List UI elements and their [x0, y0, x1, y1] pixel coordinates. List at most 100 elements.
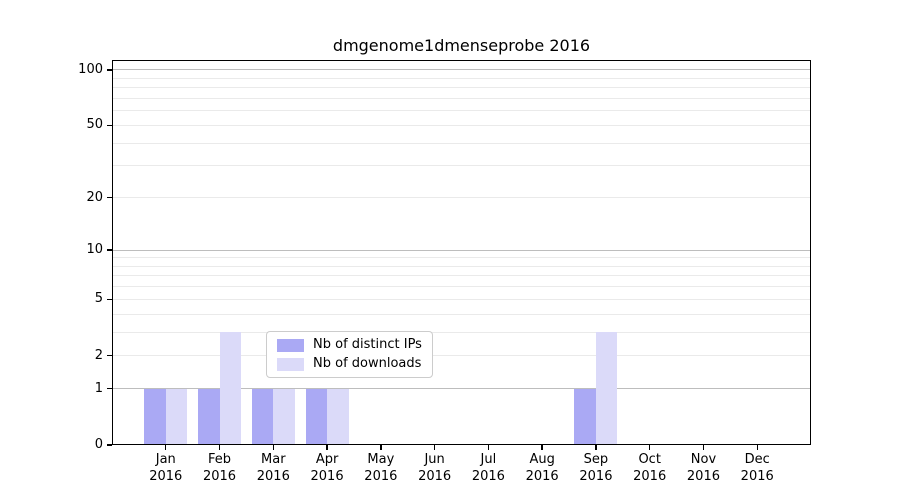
x-tick-mark	[702, 445, 705, 450]
y-tick-mark	[106, 387, 112, 390]
x-tick-mark	[487, 445, 490, 450]
gridline-minor	[112, 197, 811, 198]
x-tick-label: Jan 2016	[126, 452, 206, 485]
x-tick-label-month: Jan	[155, 452, 176, 467]
x-tick-label: Sep 2016	[556, 452, 636, 485]
x-tick-mark	[380, 445, 382, 450]
x-tick-mark	[326, 445, 328, 450]
x-tick-label: Aug 2016	[502, 452, 582, 485]
legend-swatch-downloads	[277, 357, 304, 371]
y-tick-label: 50	[86, 117, 103, 133]
gridline-minor	[112, 331, 811, 333]
x-tick-label: Mar 2016	[233, 452, 313, 485]
x-tick-label-year: 2016	[686, 468, 720, 484]
gridline-minor	[112, 165, 811, 167]
legend-entry-distinct-ips: Nb of distinct IPs	[277, 337, 422, 353]
x-tick-label: Dec 2016	[717, 452, 797, 485]
gridline-minor	[112, 142, 811, 144]
y-tick-label: 2	[94, 347, 103, 363]
y-tick-label: 100	[78, 61, 103, 77]
x-tick-mark	[648, 445, 651, 450]
gridline-minor	[112, 298, 811, 300]
x-tick-label-year: 2016	[256, 468, 290, 484]
bar-distinct-ips	[144, 388, 166, 445]
gridline-minor	[112, 286, 811, 288]
bar-distinct-ips	[305, 388, 328, 445]
x-tick-label-month: Jun	[424, 452, 445, 467]
x-tick-label-year: 2016	[633, 468, 667, 484]
x-tick-label: Oct 2016	[610, 452, 690, 485]
y-tick-mark	[106, 69, 112, 71]
bar-distinct-ips	[574, 388, 596, 445]
x-tick-label-month: Nov	[690, 452, 717, 467]
y-tick-mark	[106, 249, 112, 251]
x-tick-label: Nov 2016	[663, 452, 743, 485]
gridline-minor	[112, 77, 811, 79]
bar-downloads	[327, 388, 349, 445]
legend-label-downloads: Nb of downloads	[313, 356, 422, 371]
x-tick-label: May 2016	[341, 452, 421, 485]
x-tick-label-month: Jul	[480, 452, 497, 467]
x-tick-label-month: May	[367, 452, 395, 467]
legend-swatch-distinct-ips	[277, 338, 304, 352]
bar-downloads	[165, 388, 188, 445]
x-tick-label-year: 2016	[364, 468, 398, 484]
gridline-minor	[112, 257, 811, 259]
y-tick-mark	[106, 196, 112, 199]
y-tick-label: 10	[86, 242, 103, 258]
x-tick-label-month: Sep	[583, 452, 609, 467]
x-tick-label-year: 2016	[525, 468, 559, 484]
legend-entry-downloads: Nb of downloads	[277, 356, 422, 372]
x-tick-label: Feb 2016	[180, 452, 260, 485]
x-tick-mark	[272, 445, 274, 450]
x-tick-label-month: Mar	[261, 452, 286, 467]
gridline-minor	[112, 87, 811, 89]
x-tick-label: Jun 2016	[395, 452, 475, 485]
x-tick-label-year: 2016	[740, 468, 774, 484]
y-tick-mark	[106, 124, 112, 127]
bar-distinct-ips	[251, 388, 274, 445]
x-tick-label: Apr 2016	[287, 452, 367, 485]
gridline-major	[112, 249, 811, 251]
x-tick-label-month: Feb	[208, 452, 232, 467]
gridline-minor	[112, 265, 811, 267]
gridline-minor	[112, 275, 811, 277]
y-tick-label: 20	[86, 189, 103, 205]
x-tick-label-year: 2016	[149, 468, 183, 484]
x-tick-label-month: Apr	[315, 452, 339, 467]
legend: Nb of distinct IPs Nb of downloads	[266, 331, 433, 378]
bar-distinct-ips	[198, 388, 220, 445]
gridline-minor	[112, 355, 811, 357]
x-tick-label: Jul 2016	[448, 452, 528, 485]
x-tick-label-month: Dec	[744, 452, 770, 467]
plot-area	[112, 60, 811, 445]
bar-downloads	[273, 388, 295, 445]
y-tick-label: 0	[94, 437, 103, 452]
gridline-minor	[112, 124, 811, 126]
bar-downloads	[219, 332, 242, 445]
x-tick-label-month: Oct	[638, 452, 661, 467]
y-tick-label: 1	[94, 380, 103, 396]
chart-title: dmgenome1dmenseprobe 2016	[332, 36, 591, 55]
x-tick-label-year: 2016	[579, 468, 613, 484]
gridline-major	[112, 388, 811, 390]
gridline-major	[112, 69, 811, 71]
y-tick-mark	[106, 354, 112, 357]
gridline-minor	[112, 313, 811, 315]
x-tick-label-year: 2016	[310, 468, 344, 484]
x-tick-label-month: Aug	[529, 452, 555, 467]
gridline-minor	[112, 97, 811, 99]
x-tick-mark	[756, 445, 758, 450]
y-tick-mark	[106, 298, 112, 301]
x-tick-mark	[433, 445, 436, 450]
bar-downloads	[595, 332, 618, 445]
x-tick-mark	[165, 445, 167, 450]
x-tick-mark	[218, 445, 221, 450]
x-tick-label-year: 2016	[418, 468, 452, 484]
x-tick-label-year: 2016	[471, 468, 505, 484]
y-tick-label: 5	[94, 291, 103, 307]
legend-label-distinct-ips: Nb of distinct IPs	[313, 337, 422, 352]
x-tick-mark	[541, 445, 543, 450]
y-tick-mark	[106, 444, 112, 446]
